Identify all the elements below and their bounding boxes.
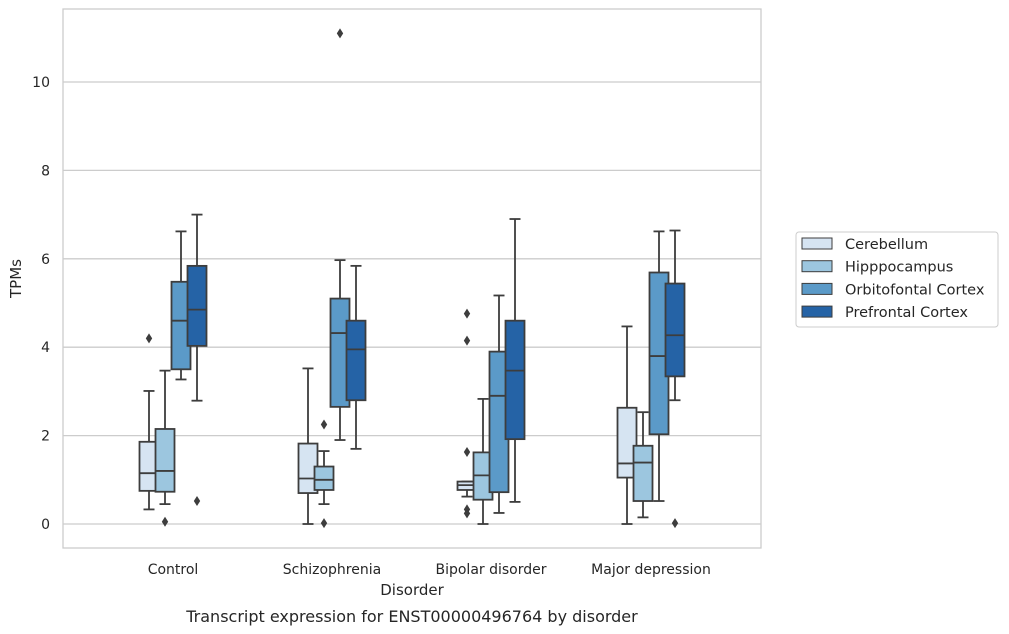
box-prefrontal-cortex xyxy=(664,229,686,529)
chart-caption: Transcript expression for ENST0000049676… xyxy=(185,607,638,626)
x-tick-label: Schizophrenia xyxy=(283,562,381,578)
y-tick-label: 10 xyxy=(32,75,50,91)
outlier-point xyxy=(671,518,679,529)
box-orbitofontal-cortex xyxy=(329,28,351,441)
legend-label: Cerebellum xyxy=(845,237,928,253)
box-iqr xyxy=(186,264,208,347)
outlier-point xyxy=(463,446,471,457)
y-tick-label: 2 xyxy=(41,429,50,445)
x-axis-label: Disorder xyxy=(380,581,444,599)
legend-swatch xyxy=(801,282,833,295)
y-tick-label: 0 xyxy=(41,517,50,533)
outlier-point xyxy=(193,496,201,507)
y-tick-label: 8 xyxy=(41,163,50,179)
x-tick-label: Major depression xyxy=(591,562,711,578)
x-tick-label: Bipolar disorder xyxy=(435,562,546,578)
outlier-point xyxy=(320,419,328,430)
box-cerebellum xyxy=(456,308,478,519)
legend-label: Orbitofontal Cortex xyxy=(845,282,985,298)
box-iqr xyxy=(664,282,686,378)
legend-label: Hipppocampus xyxy=(845,260,953,276)
box-iqr xyxy=(313,465,335,491)
y-tick-labels: 0 2 4 6 8 10 xyxy=(32,75,50,533)
y-tick-label: 6 xyxy=(41,252,50,268)
x-tick-labels: Control Schizophrenia Bipolar disorder Majo… xyxy=(148,562,711,578)
box-cerebellum xyxy=(616,325,638,525)
outlier-point xyxy=(161,516,169,527)
box-prefrontal-cortex xyxy=(504,218,526,503)
box-orbitofontal-cortex xyxy=(170,230,192,381)
outlier-point xyxy=(463,308,471,319)
box-hipppocampus xyxy=(632,411,654,519)
box-prefrontal-cortex xyxy=(345,264,367,450)
x-tick-label: Control xyxy=(148,562,199,578)
outlier-point xyxy=(463,335,471,346)
legend-swatch xyxy=(801,305,833,318)
plot-frame xyxy=(62,8,762,549)
legend-swatch xyxy=(801,260,833,273)
y-axis-label: TPMs xyxy=(7,259,25,299)
legend-swatch xyxy=(801,237,833,250)
box-series xyxy=(138,28,686,529)
legend-label: Prefrontal Cortex xyxy=(845,305,968,321)
box-hipppocampus xyxy=(154,369,176,527)
box-iqr xyxy=(632,444,654,502)
legend-frame xyxy=(795,231,999,328)
outlier-point xyxy=(320,518,328,529)
outlier-point xyxy=(463,508,471,519)
box-iqr xyxy=(504,319,526,441)
box-iqr xyxy=(616,406,638,479)
box-prefrontal-cortex xyxy=(186,213,208,507)
legend: Cerebellum Hipppocampus Orbitofontal Corte… xyxy=(795,231,999,328)
outlier-point xyxy=(336,28,344,39)
y-tick-label: 4 xyxy=(41,340,50,356)
box-iqr xyxy=(345,319,367,402)
box-orbitofontal-cortex xyxy=(488,294,510,514)
box-iqr xyxy=(154,428,176,493)
outlier-point xyxy=(145,333,153,344)
box-hipppocampus xyxy=(313,419,335,529)
